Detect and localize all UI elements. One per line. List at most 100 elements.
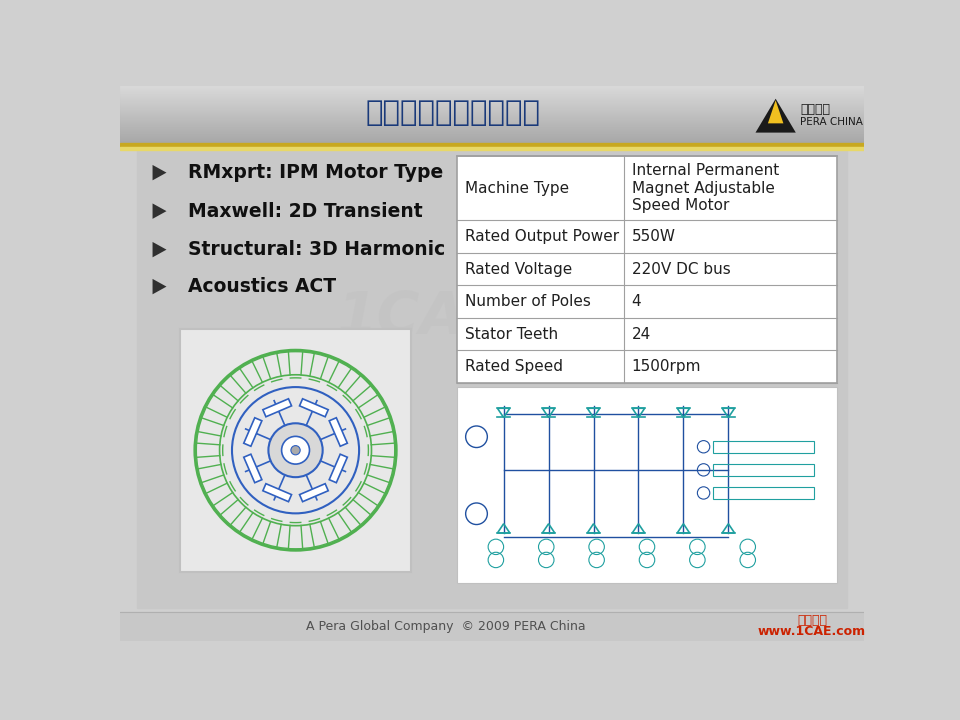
Bar — [120, 86, 864, 87]
Bar — [120, 102, 864, 104]
Bar — [120, 123, 864, 124]
Bar — [120, 116, 864, 117]
Bar — [120, 114, 864, 115]
Bar — [120, 120, 864, 121]
Bar — [120, 108, 864, 109]
Bar — [120, 109, 864, 110]
Bar — [120, 127, 864, 128]
Text: 安世亚太: 安世亚太 — [801, 103, 830, 116]
Text: 俷真在线: 俷真在线 — [797, 614, 828, 627]
Bar — [457, 387, 837, 583]
Text: RMxprt: IPM Motor Type: RMxprt: IPM Motor Type — [188, 163, 444, 182]
Bar — [120, 98, 864, 99]
Text: 24: 24 — [632, 327, 651, 341]
Bar — [120, 91, 864, 93]
Polygon shape — [768, 100, 783, 123]
Polygon shape — [153, 165, 166, 180]
Text: Machine Type: Machine Type — [465, 181, 569, 196]
Bar — [120, 135, 864, 137]
Text: 1CAE: 1CAE — [336, 289, 505, 346]
Bar — [120, 138, 864, 139]
Bar — [120, 107, 864, 108]
Bar — [120, 133, 864, 134]
Polygon shape — [244, 418, 262, 446]
Bar — [120, 611, 864, 641]
Polygon shape — [756, 99, 796, 132]
Polygon shape — [300, 484, 328, 502]
Bar — [120, 143, 864, 146]
Text: Internal Permanent
Magnet Adjustable
Speed Motor: Internal Permanent Magnet Adjustable Spe… — [632, 163, 779, 213]
Bar — [120, 131, 864, 132]
Bar — [120, 113, 864, 114]
Bar — [713, 464, 814, 476]
Polygon shape — [329, 454, 348, 482]
Bar — [120, 105, 864, 106]
Text: Rated Output Power: Rated Output Power — [465, 229, 619, 244]
Bar — [137, 150, 847, 608]
Bar — [120, 100, 864, 101]
Polygon shape — [244, 454, 262, 482]
Text: A Pera Global Company  © 2009 PERA China: A Pera Global Company © 2009 PERA China — [305, 620, 586, 633]
Bar — [120, 111, 864, 112]
Bar — [120, 129, 864, 130]
Text: PERA CHINA: PERA CHINA — [801, 117, 863, 127]
Bar — [180, 329, 411, 572]
Circle shape — [269, 423, 323, 477]
Text: www.1CAE.com: www.1CAE.com — [758, 625, 866, 638]
Bar — [120, 115, 864, 116]
Bar — [120, 124, 864, 125]
Bar — [713, 441, 814, 453]
Bar — [120, 132, 864, 133]
Text: Number of Poles: Number of Poles — [465, 294, 590, 309]
Bar — [120, 94, 864, 95]
Text: Rated Voltage: Rated Voltage — [465, 261, 572, 276]
Polygon shape — [300, 399, 328, 417]
Bar — [120, 95, 864, 96]
Bar — [120, 104, 864, 105]
Bar — [120, 125, 864, 126]
Bar — [120, 130, 864, 131]
Polygon shape — [329, 418, 348, 446]
Bar — [120, 97, 864, 98]
Bar — [120, 137, 864, 138]
Bar — [120, 112, 864, 113]
Bar — [120, 117, 864, 118]
Bar — [120, 99, 864, 100]
Bar — [120, 139, 864, 140]
Text: Maxwell: 2D Transient: Maxwell: 2D Transient — [188, 202, 422, 220]
Text: 4: 4 — [632, 294, 641, 309]
Polygon shape — [263, 399, 292, 417]
Bar — [120, 87, 864, 88]
Polygon shape — [263, 484, 292, 502]
Text: 电机电磁振动噪声分析: 电机电磁振动噪声分析 — [366, 99, 540, 127]
Bar — [120, 121, 864, 122]
Bar — [120, 134, 864, 135]
Bar — [120, 128, 864, 129]
Bar — [120, 88, 864, 89]
Bar — [120, 93, 864, 94]
Circle shape — [281, 436, 309, 464]
Bar — [120, 106, 864, 107]
Polygon shape — [153, 204, 166, 219]
Bar — [120, 140, 864, 141]
Text: Acoustics ACT: Acoustics ACT — [188, 277, 336, 296]
Circle shape — [291, 446, 300, 455]
Bar — [120, 90, 864, 91]
Bar — [120, 126, 864, 127]
Text: 550W: 550W — [632, 229, 676, 244]
Bar — [120, 122, 864, 123]
Bar — [120, 147, 864, 150]
Text: 220V DC bus: 220V DC bus — [632, 261, 731, 276]
Polygon shape — [153, 279, 166, 294]
Bar — [120, 119, 864, 120]
Text: Rated Speed: Rated Speed — [465, 359, 563, 374]
Bar — [713, 487, 814, 499]
Bar — [120, 101, 864, 102]
Bar — [120, 96, 864, 97]
Bar — [457, 156, 837, 383]
Bar — [120, 110, 864, 111]
Bar — [120, 141, 864, 142]
Bar — [120, 118, 864, 119]
Text: 1500rpm: 1500rpm — [632, 359, 701, 374]
Polygon shape — [153, 242, 166, 257]
